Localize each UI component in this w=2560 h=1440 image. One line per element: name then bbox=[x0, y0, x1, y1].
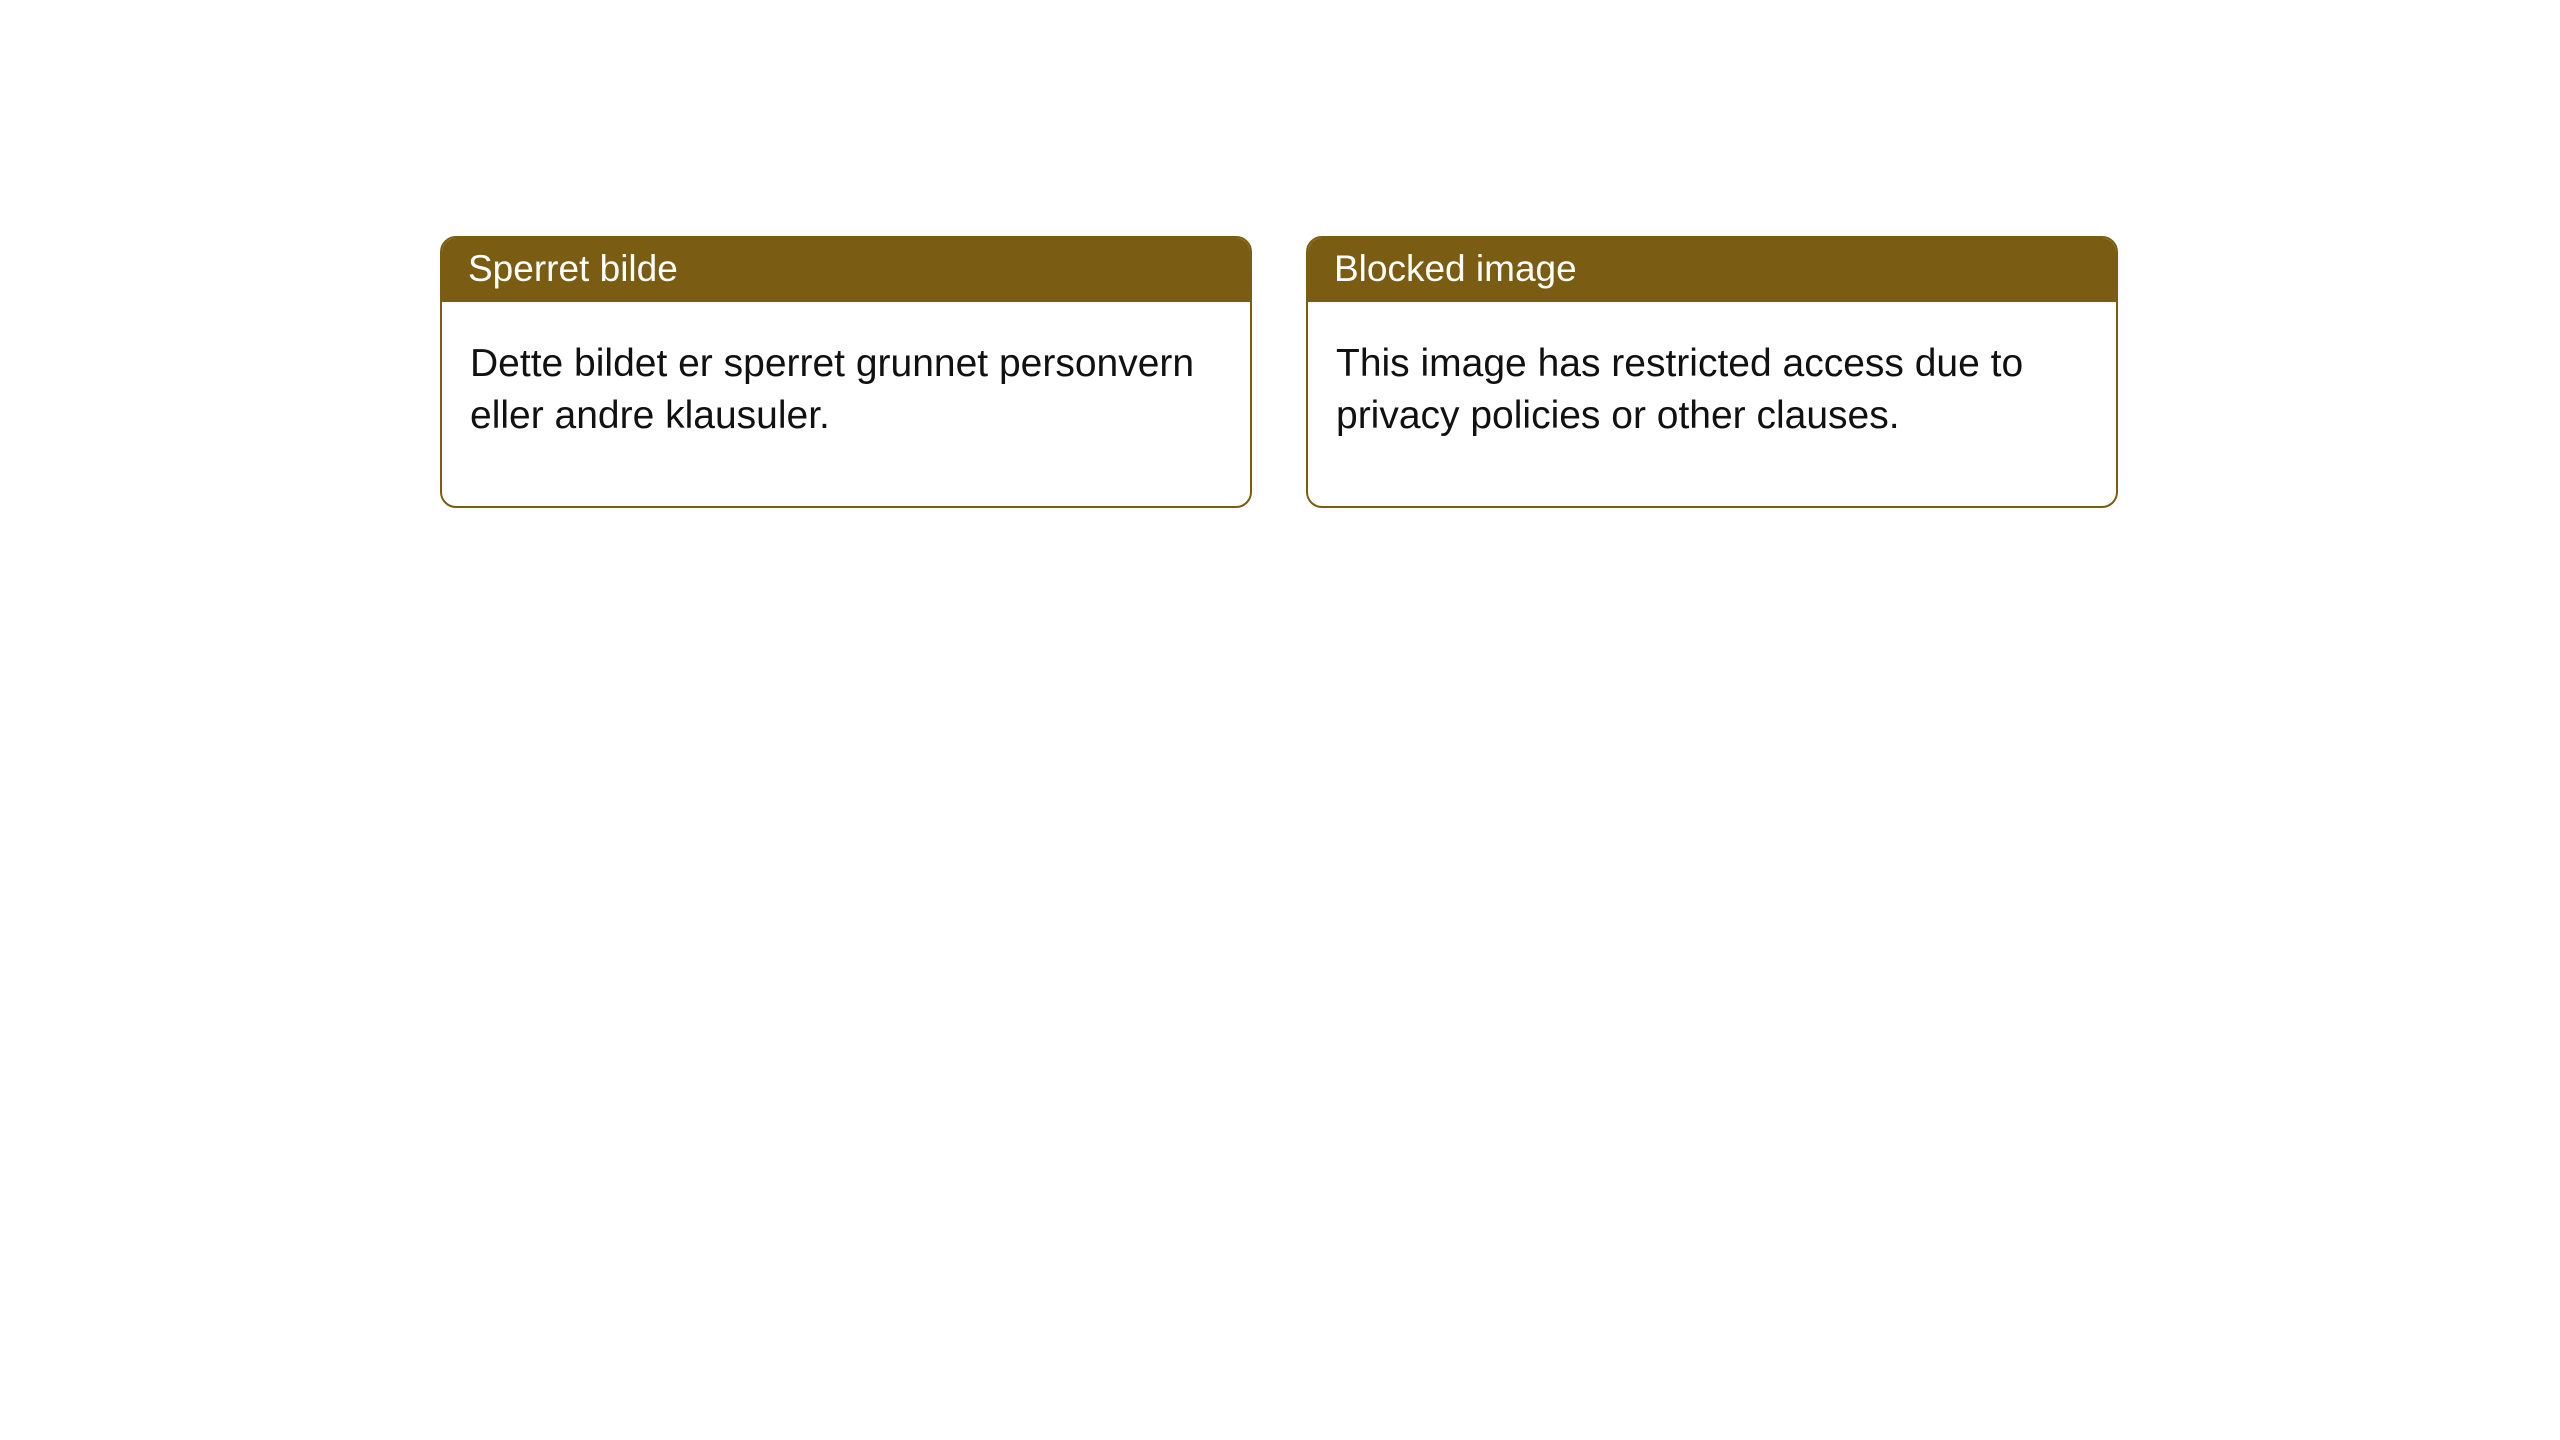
notice-title: Sperret bilde bbox=[442, 238, 1250, 302]
notice-card-english: Blocked image This image has restricted … bbox=[1306, 236, 2118, 508]
notice-body: Dette bildet er sperret grunnet personve… bbox=[442, 302, 1250, 506]
notice-body: This image has restricted access due to … bbox=[1308, 302, 2116, 506]
notice-title: Blocked image bbox=[1308, 238, 2116, 302]
notice-container: Sperret bilde Dette bildet er sperret gr… bbox=[0, 0, 2560, 508]
notice-card-norwegian: Sperret bilde Dette bildet er sperret gr… bbox=[440, 236, 1252, 508]
